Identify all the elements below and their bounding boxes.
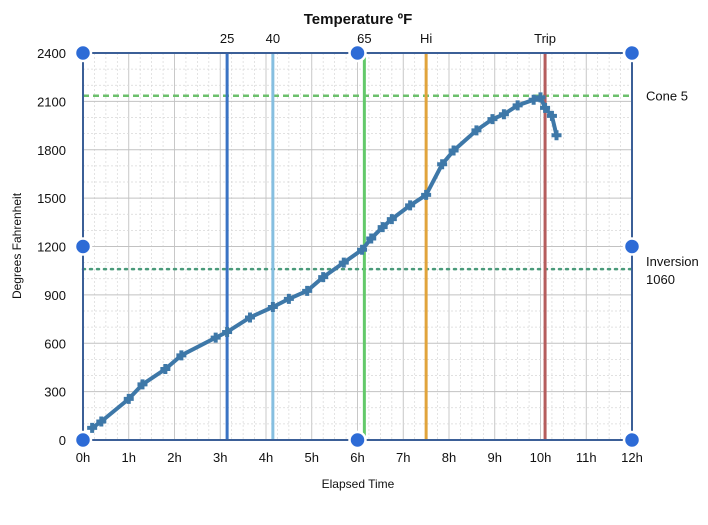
data-point <box>210 332 221 343</box>
data-point <box>487 114 498 125</box>
x-tick-label: 2h <box>167 450 181 465</box>
data-point <box>421 189 432 200</box>
y-tick-label: 900 <box>44 288 66 303</box>
marker-layer: Cone 5 Inversion 1060 25 40 65 Hi Trip <box>81 31 699 440</box>
data-point <box>176 350 187 361</box>
data-point <box>386 214 397 225</box>
data-point <box>96 416 107 427</box>
y-tick-label: 0 <box>59 433 66 448</box>
data-point <box>448 145 459 156</box>
resize-handle[interactable] <box>622 237 642 256</box>
x-tick-label: 7h <box>396 450 410 465</box>
hline-label-0: Cone 5 <box>646 89 688 104</box>
data-point <box>318 272 329 283</box>
resize-handle[interactable] <box>73 430 93 450</box>
data-point <box>377 222 388 233</box>
series-layer <box>87 92 562 433</box>
vline-label-25: 25 <box>220 31 234 46</box>
data-point <box>498 109 509 120</box>
axis-layer: 0h 1h 2h 3h 4h 5h 6h 7h 8h 9h 10h 11h 12h 0 300 600 900 1… <box>37 46 643 465</box>
y-axis-label: Degrees Fahrenheit <box>10 192 24 299</box>
vline-label-trip: Trip <box>534 31 556 46</box>
data-point <box>546 110 557 121</box>
data-point <box>302 285 313 296</box>
data-point <box>123 393 134 404</box>
data-point <box>222 326 233 337</box>
resize-handle[interactable] <box>73 43 93 63</box>
x-tick-label: 0h <box>76 450 90 465</box>
y-tick-label: 1800 <box>37 143 66 158</box>
data-point <box>535 92 546 103</box>
y-tick-label: 2100 <box>37 94 66 109</box>
x-tick-label: 10h <box>530 450 552 465</box>
data-point <box>405 200 416 211</box>
y-tick-label: 600 <box>44 336 66 351</box>
x-tick-label: 3h <box>213 450 227 465</box>
resize-handle[interactable] <box>348 43 367 63</box>
hline-label-1: Inversion <box>646 254 699 269</box>
resize-handle[interactable] <box>348 430 367 450</box>
vline-label-40: 40 <box>266 31 280 46</box>
x-tick-label: 5h <box>305 450 319 465</box>
data-point <box>357 244 368 255</box>
data-point <box>437 159 448 170</box>
grid-layer <box>83 53 632 440</box>
data-point <box>244 312 255 323</box>
x-tick-label: 4h <box>259 450 273 465</box>
x-tick-label: 6h <box>350 450 364 465</box>
resize-handle[interactable] <box>622 430 642 450</box>
data-point <box>137 379 148 390</box>
y-tick-label: 2400 <box>37 46 66 61</box>
y-tick-label: 1500 <box>37 191 66 206</box>
x-tick-label: 8h <box>442 450 456 465</box>
data-point <box>160 364 171 375</box>
x-tick-label: 1h <box>122 450 136 465</box>
data-point <box>528 94 539 105</box>
x-tick-label: 12h <box>621 450 643 465</box>
x-tick-label: 9h <box>488 450 502 465</box>
data-point <box>471 125 482 136</box>
y-tick-label: 1200 <box>37 240 66 255</box>
data-point <box>338 257 349 268</box>
data-point <box>540 102 551 113</box>
vline-label-65: 65 <box>357 31 371 46</box>
data-point <box>512 100 523 111</box>
chart-title: Temperature ºF <box>304 11 413 28</box>
hline-label2-1: 1060 <box>646 272 675 287</box>
x-tick-label: 11h <box>576 450 597 465</box>
vline-label-hi: Hi <box>420 31 432 46</box>
data-point <box>366 233 377 244</box>
data-point <box>551 130 562 141</box>
data-point <box>283 293 294 304</box>
y-tick-label: 300 <box>44 385 66 400</box>
resize-handle[interactable] <box>73 237 93 256</box>
data-point <box>87 422 98 433</box>
x-axis-label: Elapsed Time <box>322 477 395 491</box>
data-point <box>267 301 278 312</box>
resize-handle[interactable] <box>622 43 642 63</box>
handle-layer <box>73 43 642 450</box>
